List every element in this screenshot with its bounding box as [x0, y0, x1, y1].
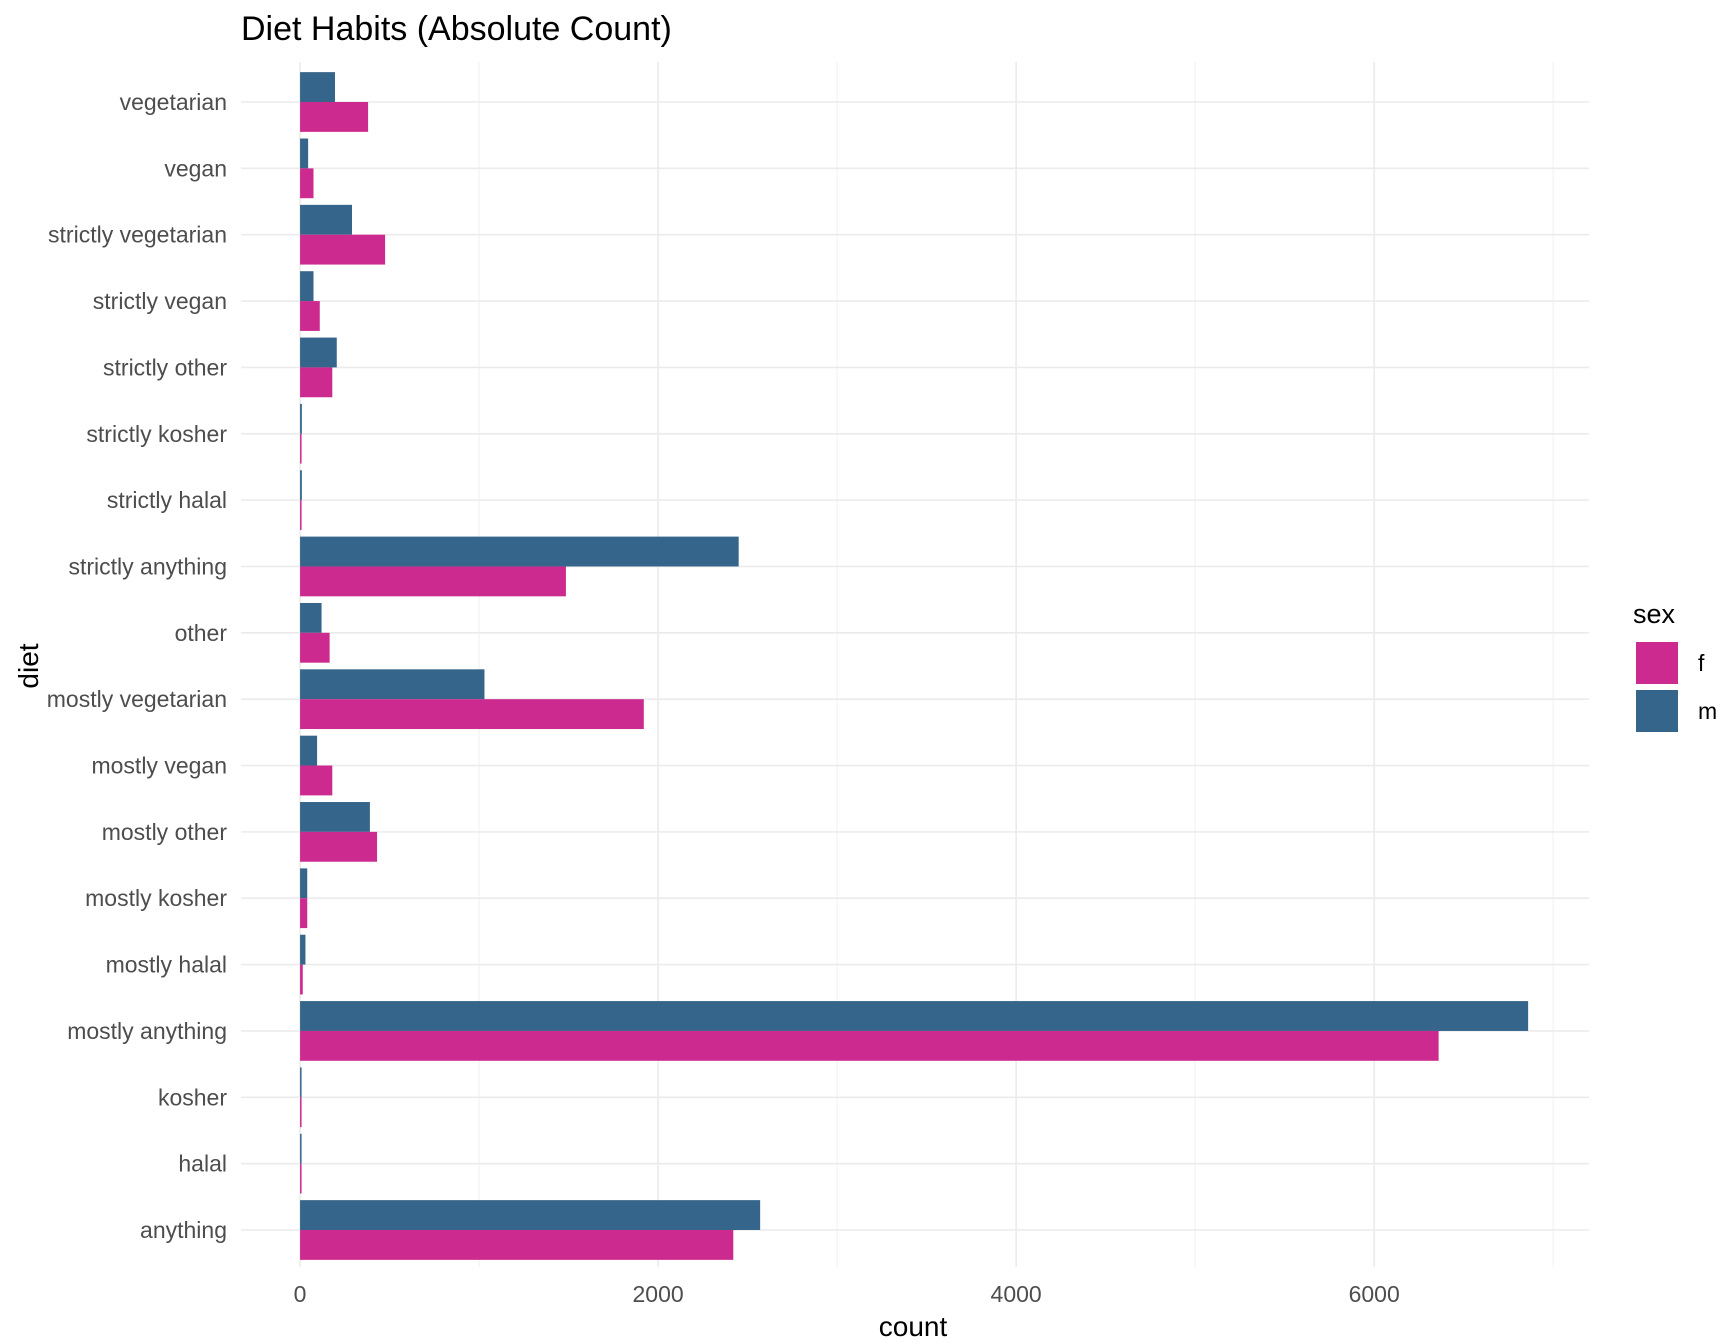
y-tick-label: strictly anything: [68, 553, 227, 579]
grid: [241, 62, 1589, 1267]
bar-m-mostly-vegan: [300, 735, 318, 766]
bar-f-strictly-other: [300, 367, 333, 398]
y-tick-label: vegetarian: [120, 89, 227, 115]
bar-m-strictly-other: [300, 337, 337, 368]
bar-f-vegan: [300, 168, 314, 199]
legend-items: fm: [1636, 642, 1717, 732]
bar-m-strictly-vegetarian: [300, 204, 352, 235]
y-tick-label: anything: [140, 1217, 227, 1243]
bar-m-vegetarian: [300, 72, 335, 102]
y-tick-label: strictly vegetarian: [48, 222, 227, 248]
bar-m-anything: [300, 1200, 761, 1230]
legend-key-f: [1636, 642, 1678, 684]
x-tick-label: 2000: [633, 1281, 684, 1307]
bar-f-strictly-halal: [300, 500, 302, 530]
bar-m-mostly-halal: [300, 934, 306, 965]
x-tick-label: 0: [294, 1281, 307, 1307]
bar-m-mostly-anything: [300, 1001, 1529, 1031]
y-tick-label: mostly halal: [106, 952, 227, 978]
bar-m-mostly-kosher: [300, 868, 308, 899]
bar-f-strictly-vegetarian: [300, 234, 386, 265]
y-axis-title: diet: [13, 643, 44, 688]
bar-m-strictly-kosher: [300, 403, 302, 434]
y-tick-label: mostly anything: [67, 1018, 227, 1044]
y-tick-label: mostly other: [102, 819, 228, 845]
bar-m-mostly-vegetarian: [300, 669, 485, 700]
legend-key-m: [1636, 690, 1678, 732]
bar-f-mostly-anything: [300, 1030, 1439, 1061]
y-tick-label: mostly kosher: [85, 885, 227, 911]
y-tick-label: kosher: [158, 1084, 227, 1110]
bars: [300, 72, 1529, 1260]
bar-f-mostly-vegetarian: [300, 699, 644, 730]
bar-f-strictly-kosher: [300, 433, 302, 464]
y-tick-label: mostly vegan: [91, 753, 227, 779]
x-axis-title: count: [879, 1311, 948, 1342]
legend-label-m: m: [1698, 698, 1717, 724]
legend-title: sex: [1633, 599, 1676, 629]
bar-m-kosher: [300, 1067, 302, 1098]
bar-f-mostly-halal: [300, 964, 303, 995]
chart-title: Diet Habits (Absolute Count): [241, 10, 672, 48]
bar-m-strictly-vegan: [300, 271, 314, 302]
bar-f-mostly-vegan: [300, 765, 333, 796]
y-tick-label: strictly other: [103, 354, 227, 380]
bar-m-other: [300, 602, 322, 633]
bar-f-strictly-vegan: [300, 301, 320, 331]
legend: sex fm: [1633, 599, 1717, 732]
y-tick-label: halal: [178, 1151, 227, 1177]
x-tick-label: 6000: [1349, 1281, 1400, 1307]
bar-f-anything: [300, 1230, 734, 1260]
y-tick-label: strictly kosher: [86, 421, 227, 447]
bar-m-mostly-other: [300, 802, 370, 832]
y-tick-label: other: [175, 620, 228, 646]
y-tick-label: strictly vegan: [93, 288, 227, 314]
bar-f-mostly-kosher: [300, 898, 308, 929]
bar-m-halal: [300, 1133, 302, 1164]
y-tick-label: vegan: [164, 155, 227, 181]
bar-f-halal: [300, 1163, 302, 1194]
bar-f-mostly-other: [300, 831, 378, 862]
bar-m-strictly-halal: [300, 470, 302, 501]
x-tick-label: 4000: [991, 1281, 1042, 1307]
y-tick-label: mostly vegetarian: [47, 686, 227, 712]
bar-f-other: [300, 632, 330, 663]
legend-label-f: f: [1698, 650, 1705, 676]
bar-f-strictly-anything: [300, 566, 566, 597]
bar-m-vegan: [300, 138, 309, 169]
bar-f-vegetarian: [300, 102, 369, 132]
x-tick-labels: 0 2000 4000 6000: [294, 1281, 1400, 1307]
bar-f-kosher: [300, 1097, 302, 1128]
y-tick-labels: vegetarian vegan strictly vegetarian strict…: [47, 89, 228, 1243]
y-tick-label: strictly halal: [107, 487, 227, 513]
bar-m-strictly-anything: [300, 536, 739, 567]
